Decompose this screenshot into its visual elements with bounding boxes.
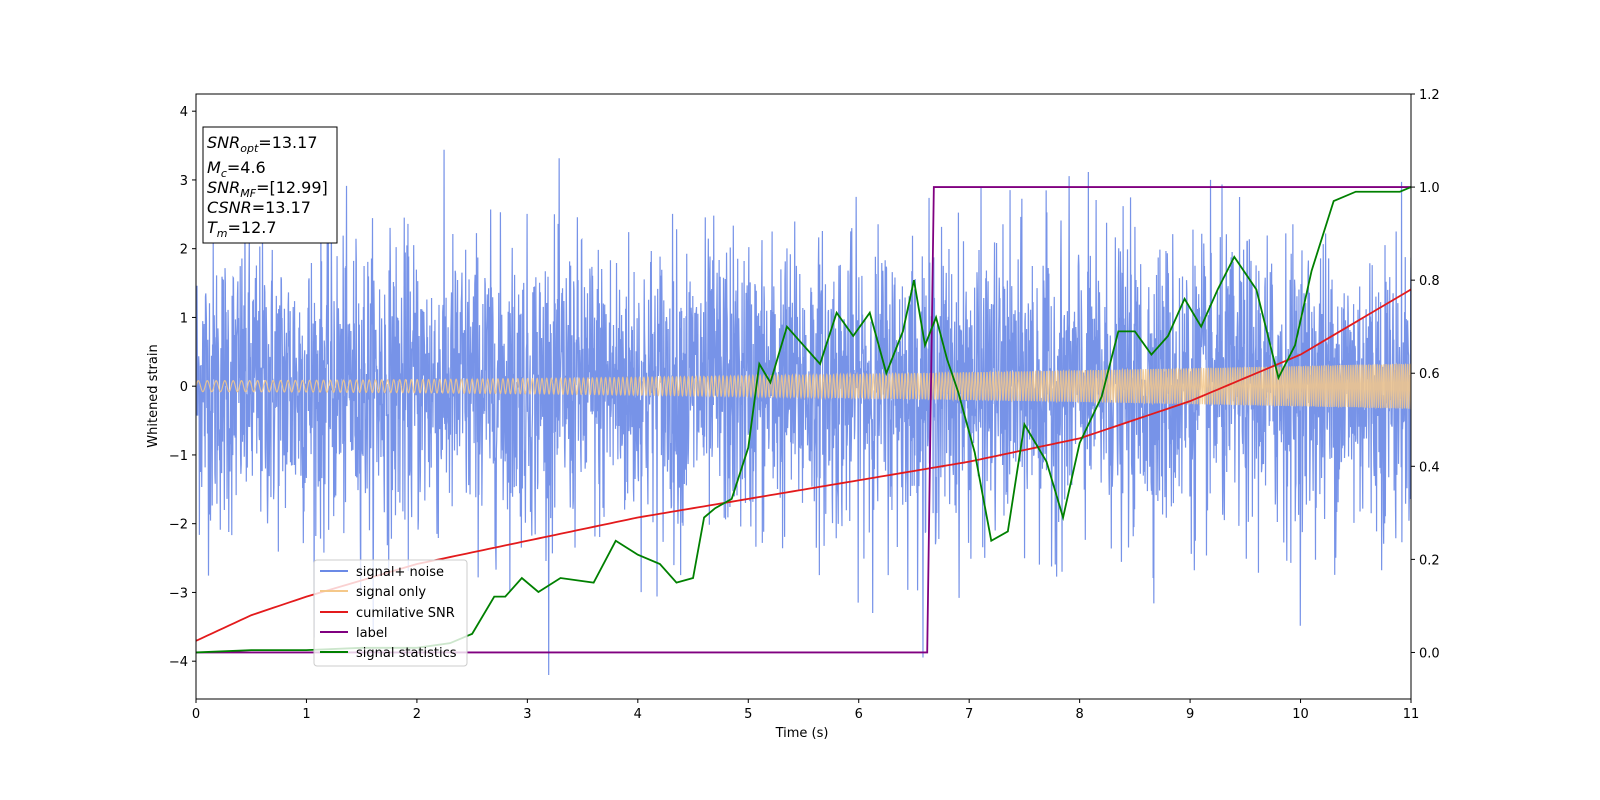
info-snr-opt: SNRopt=13.17: [207, 133, 318, 155]
legend-label-label: label: [356, 626, 387, 641]
info-csnr: CSNR=13.17: [207, 198, 311, 217]
x-tick-label: 1: [302, 707, 310, 722]
x-tick-label: 4: [634, 707, 642, 722]
y-tick-label: 2: [180, 243, 188, 258]
info-tm: Tm=12.7: [207, 218, 277, 240]
y-tick-label: −2: [169, 518, 188, 533]
info-mc: Mc=4.6: [207, 158, 266, 180]
x-axis: 0 1 2 3 4 5 6 7 8 9 10 11: [192, 699, 1419, 722]
legend: signal+ noise signal only cumilative SNR…: [313, 559, 468, 667]
x-tick-label: 0: [192, 707, 200, 722]
legend-label-signal-statistics: signal statistics: [356, 646, 457, 661]
y-tick-label: 1: [180, 311, 188, 326]
series-signal-only: [196, 362, 1411, 410]
y-axis-left: 4 3 2 1 0 −1 −2 −3 −4: [169, 105, 196, 670]
y2-tick-label: 0.2: [1419, 553, 1440, 568]
plot-frame: [195, 93, 1412, 700]
x-tick-label: 10: [1292, 707, 1309, 722]
x-tick-label: 8: [1075, 707, 1083, 722]
y-tick-label: −4: [169, 655, 188, 670]
legend-label-signal-only: signal only: [356, 585, 426, 600]
y-tick-label: 3: [180, 174, 188, 189]
y2-tick-label: 1.0: [1419, 181, 1440, 196]
x-tick-label: 5: [744, 707, 752, 722]
y2-tick-label: 0.4: [1419, 460, 1440, 475]
y-axis-label: Whitened strain: [146, 344, 161, 447]
series-signal-noise: [196, 149, 1411, 675]
x-tick-label: 2: [413, 707, 421, 722]
x-tick-label: 11: [1403, 707, 1420, 722]
series-label: [196, 186, 1411, 654]
x-tick-label: 6: [855, 707, 863, 722]
y2-tick-label: 1.2: [1419, 88, 1440, 103]
legend-label-signal-noise: signal+ noise: [356, 565, 444, 580]
info-snr-mf: SNRMF=[12.99]: [207, 178, 328, 200]
x-tick-label: 7: [965, 707, 973, 722]
y-tick-label: 0: [180, 380, 188, 395]
y-axis-right: 1.2 1.0 0.8 0.6 0.4 0.2 0.0: [1411, 88, 1440, 661]
x-tick-label: 9: [1186, 707, 1194, 722]
y2-tick-label: 0.0: [1419, 646, 1440, 661]
x-tick-label: 3: [523, 707, 531, 722]
series-signal-statistics: [196, 186, 1411, 654]
y2-tick-label: 0.8: [1419, 274, 1440, 289]
y2-tick-label: 0.6: [1419, 367, 1440, 382]
y-tick-label: −3: [169, 586, 188, 601]
legend-label-cumulative-snr: cumilative SNR: [356, 606, 455, 621]
y-tick-label: −1: [169, 449, 188, 464]
x-axis-label: Time (s): [775, 726, 829, 741]
info-box: SNRopt=13.17 Mc=4.6 SNRMF=[12.99] CSNR=1…: [202, 126, 338, 244]
y-tick-label: 4: [180, 105, 188, 120]
